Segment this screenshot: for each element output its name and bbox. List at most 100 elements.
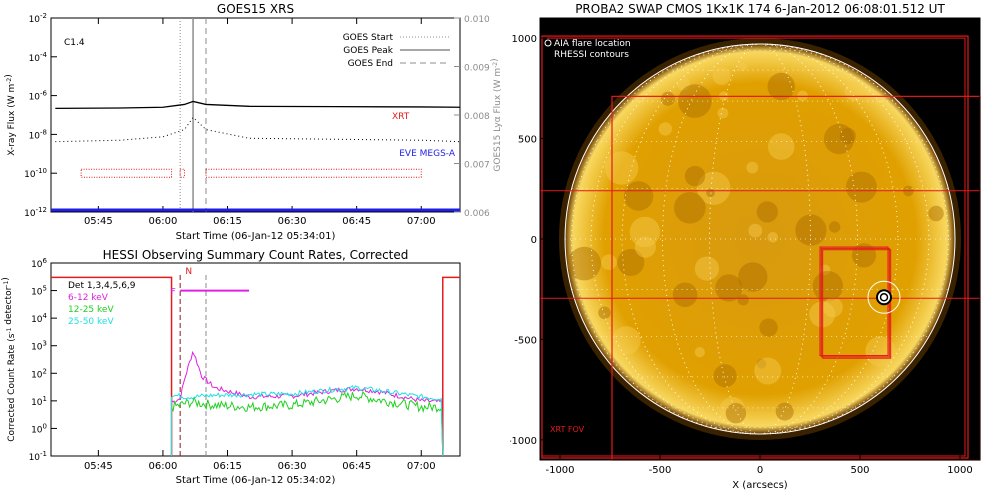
sun-texture (658, 122, 672, 136)
heliographic-grid (565, 43, 955, 435)
count-rate-line-3 (170, 384, 444, 457)
y-tick-label: -1000 (510, 436, 537, 447)
x-tick-label: 06:45 (342, 216, 371, 227)
xrt-interval (80, 168, 173, 178)
legend-label: GOES End (348, 59, 393, 69)
longitude-line (662, 43, 858, 435)
night-flag: N (185, 267, 192, 277)
night-bar (51, 276, 173, 456)
legend-label: GOES Peak (343, 46, 393, 56)
goes-ylabel: X-ray Flux (W m-2) (4, 74, 17, 155)
sun-texture (694, 256, 719, 281)
legend-label: 12-25 keV (68, 305, 114, 315)
sun-texture (767, 133, 795, 160)
y-tick-label: 106 (31, 257, 47, 270)
sun-texture (725, 403, 747, 424)
hessi-panel: HESSI Observing Summary Count Rates, Cor… (0, 248, 510, 500)
y-tick-label: 10-2 (29, 12, 47, 25)
sun-texture (767, 232, 779, 243)
y-tick-label: 10-8 (29, 128, 47, 141)
sun-texture (839, 127, 856, 144)
hessi-chart: HESSI Observing Summary Count Rates, Cor… (1, 248, 461, 486)
y-tick-label: 10-12 (24, 206, 47, 219)
flare-flag: F (171, 288, 176, 298)
legend-label: GOES Start (343, 33, 394, 43)
y-tick-label: 10-6 (29, 90, 48, 103)
x-tick-label: 500 (850, 465, 869, 476)
goes-y2label: GOES15 Lyα Flux (W m-2) (490, 58, 503, 171)
sun-texture (759, 318, 778, 337)
hessi-xlabel: Start Time (06-Jan-12 05:34:02) (176, 475, 336, 486)
sun-texture (678, 84, 712, 118)
sun-texture (812, 271, 844, 302)
y-tick-label: -500 (514, 335, 537, 346)
xrt-fov-label: XRT FOV (550, 425, 585, 434)
longitude-line (571, 43, 949, 435)
y-tick-label: 104 (31, 312, 47, 325)
sun-texture (822, 297, 843, 318)
x-tick-label: 06:00 (149, 216, 178, 227)
y2-tick-label: 0.010 (464, 15, 490, 25)
goes-xlabel: Start Time (06-Jan-12 05:34:01) (176, 231, 336, 242)
sun-texture (719, 396, 746, 423)
y-tick-label: 102 (31, 367, 47, 380)
longitude-line (590, 43, 930, 435)
swap-image: PROBA2 SWAP CMOS 1Kx1K 174 6-Jan-2012 06… (508, 2, 981, 491)
y2-tick-label: 0.009 (464, 64, 490, 74)
sun-texture (846, 171, 877, 203)
y2-tick-label: 0.007 (464, 161, 490, 171)
sun-texture (660, 91, 675, 106)
sun-texture (694, 347, 705, 358)
y-tick-label: 105 (31, 285, 47, 298)
x-tick-label: -500 (649, 465, 672, 476)
sun-texture (737, 62, 747, 72)
sun-texture (634, 236, 656, 258)
sun-texture (746, 161, 759, 174)
sun-texture (617, 249, 645, 276)
eve-label: EVE MEGS-A (399, 149, 456, 159)
sun-texture (598, 306, 611, 320)
x-tick-label: 06:30 (278, 216, 307, 227)
longitude-line (621, 43, 899, 435)
x-tick-label: 07:00 (407, 461, 436, 472)
x-tick-label: 0 (757, 465, 763, 476)
x-tick-label: 06:15 (213, 461, 242, 472)
xray-flux-line (55, 100, 461, 110)
longitude-line (709, 43, 811, 435)
aia-flare-circle (867, 280, 901, 314)
goes-chart: GOES15 XRS 05:45 06:00 06:15 06:30 06:45 07:00… (4, 2, 503, 242)
sun-texture (706, 188, 715, 198)
sun-texture (737, 294, 749, 306)
y-tick-label: 1000 (512, 34, 537, 45)
legend-marker-rhessi (544, 50, 552, 58)
goes-title: GOES15 XRS (217, 2, 294, 16)
sun-texture (629, 216, 661, 248)
goes-class-label: C1.4 (64, 38, 85, 48)
y-tick-label: 10-1 (29, 450, 47, 463)
legend-label: RHESSI contours (554, 50, 629, 60)
sun-texture (756, 358, 767, 369)
lya-flux-line (55, 116, 461, 143)
sun-texture (567, 246, 601, 281)
y-tick-label: 10-10 (24, 167, 47, 180)
x-tick-label: 06:30 (278, 461, 307, 472)
legend-label: Det 1,3,4,5,6,9 (68, 281, 136, 291)
hessi-axes-box (50, 262, 461, 457)
x-tick-label: 1000 (947, 465, 972, 476)
sun-texture (672, 282, 698, 308)
y-tick-label: 500 (518, 135, 537, 146)
night-bar (442, 276, 460, 456)
rhessi-contour (876, 289, 892, 306)
xrt-fov-box (822, 249, 892, 359)
hessi-title: HESSI Observing Summary Count Rates, Cor… (103, 248, 409, 262)
x-tick-label: 05:45 (84, 216, 113, 227)
y-tick-label: 0 (531, 235, 537, 246)
legend-marker-aia (544, 39, 552, 47)
x-tick-label: 05:45 (84, 461, 113, 472)
legend-label: 6-12 keV (68, 293, 109, 303)
legend-label: AIA flare location (554, 39, 631, 49)
xrt-label: XRT (392, 112, 410, 122)
y-tick-label: 101 (31, 395, 47, 408)
y2-tick-label: 0.006 (464, 209, 490, 219)
swap-xlabel: X (arcsecs) (732, 480, 788, 491)
